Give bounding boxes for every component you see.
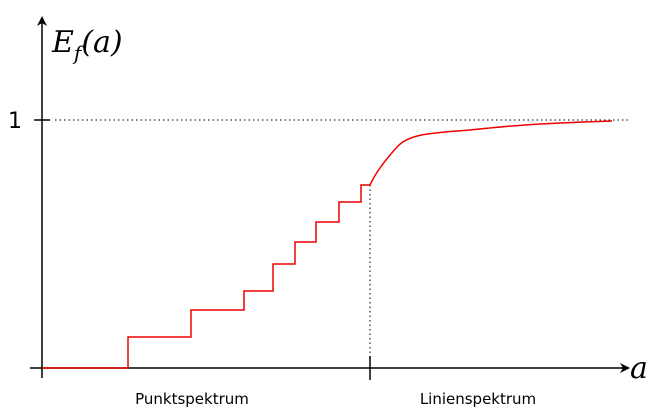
y-axis-label: Ef(a) bbox=[51, 25, 123, 65]
region-label: Punktspektrum bbox=[135, 390, 249, 408]
x-axis-label: a bbox=[630, 351, 648, 386]
y-tick-label: 1 bbox=[8, 109, 22, 134]
y-label-main: E bbox=[51, 25, 74, 60]
distribution-curve bbox=[42, 120, 613, 369]
region-label: Linienspektrum bbox=[420, 390, 536, 408]
y-label-rest: (a) bbox=[81, 25, 122, 60]
